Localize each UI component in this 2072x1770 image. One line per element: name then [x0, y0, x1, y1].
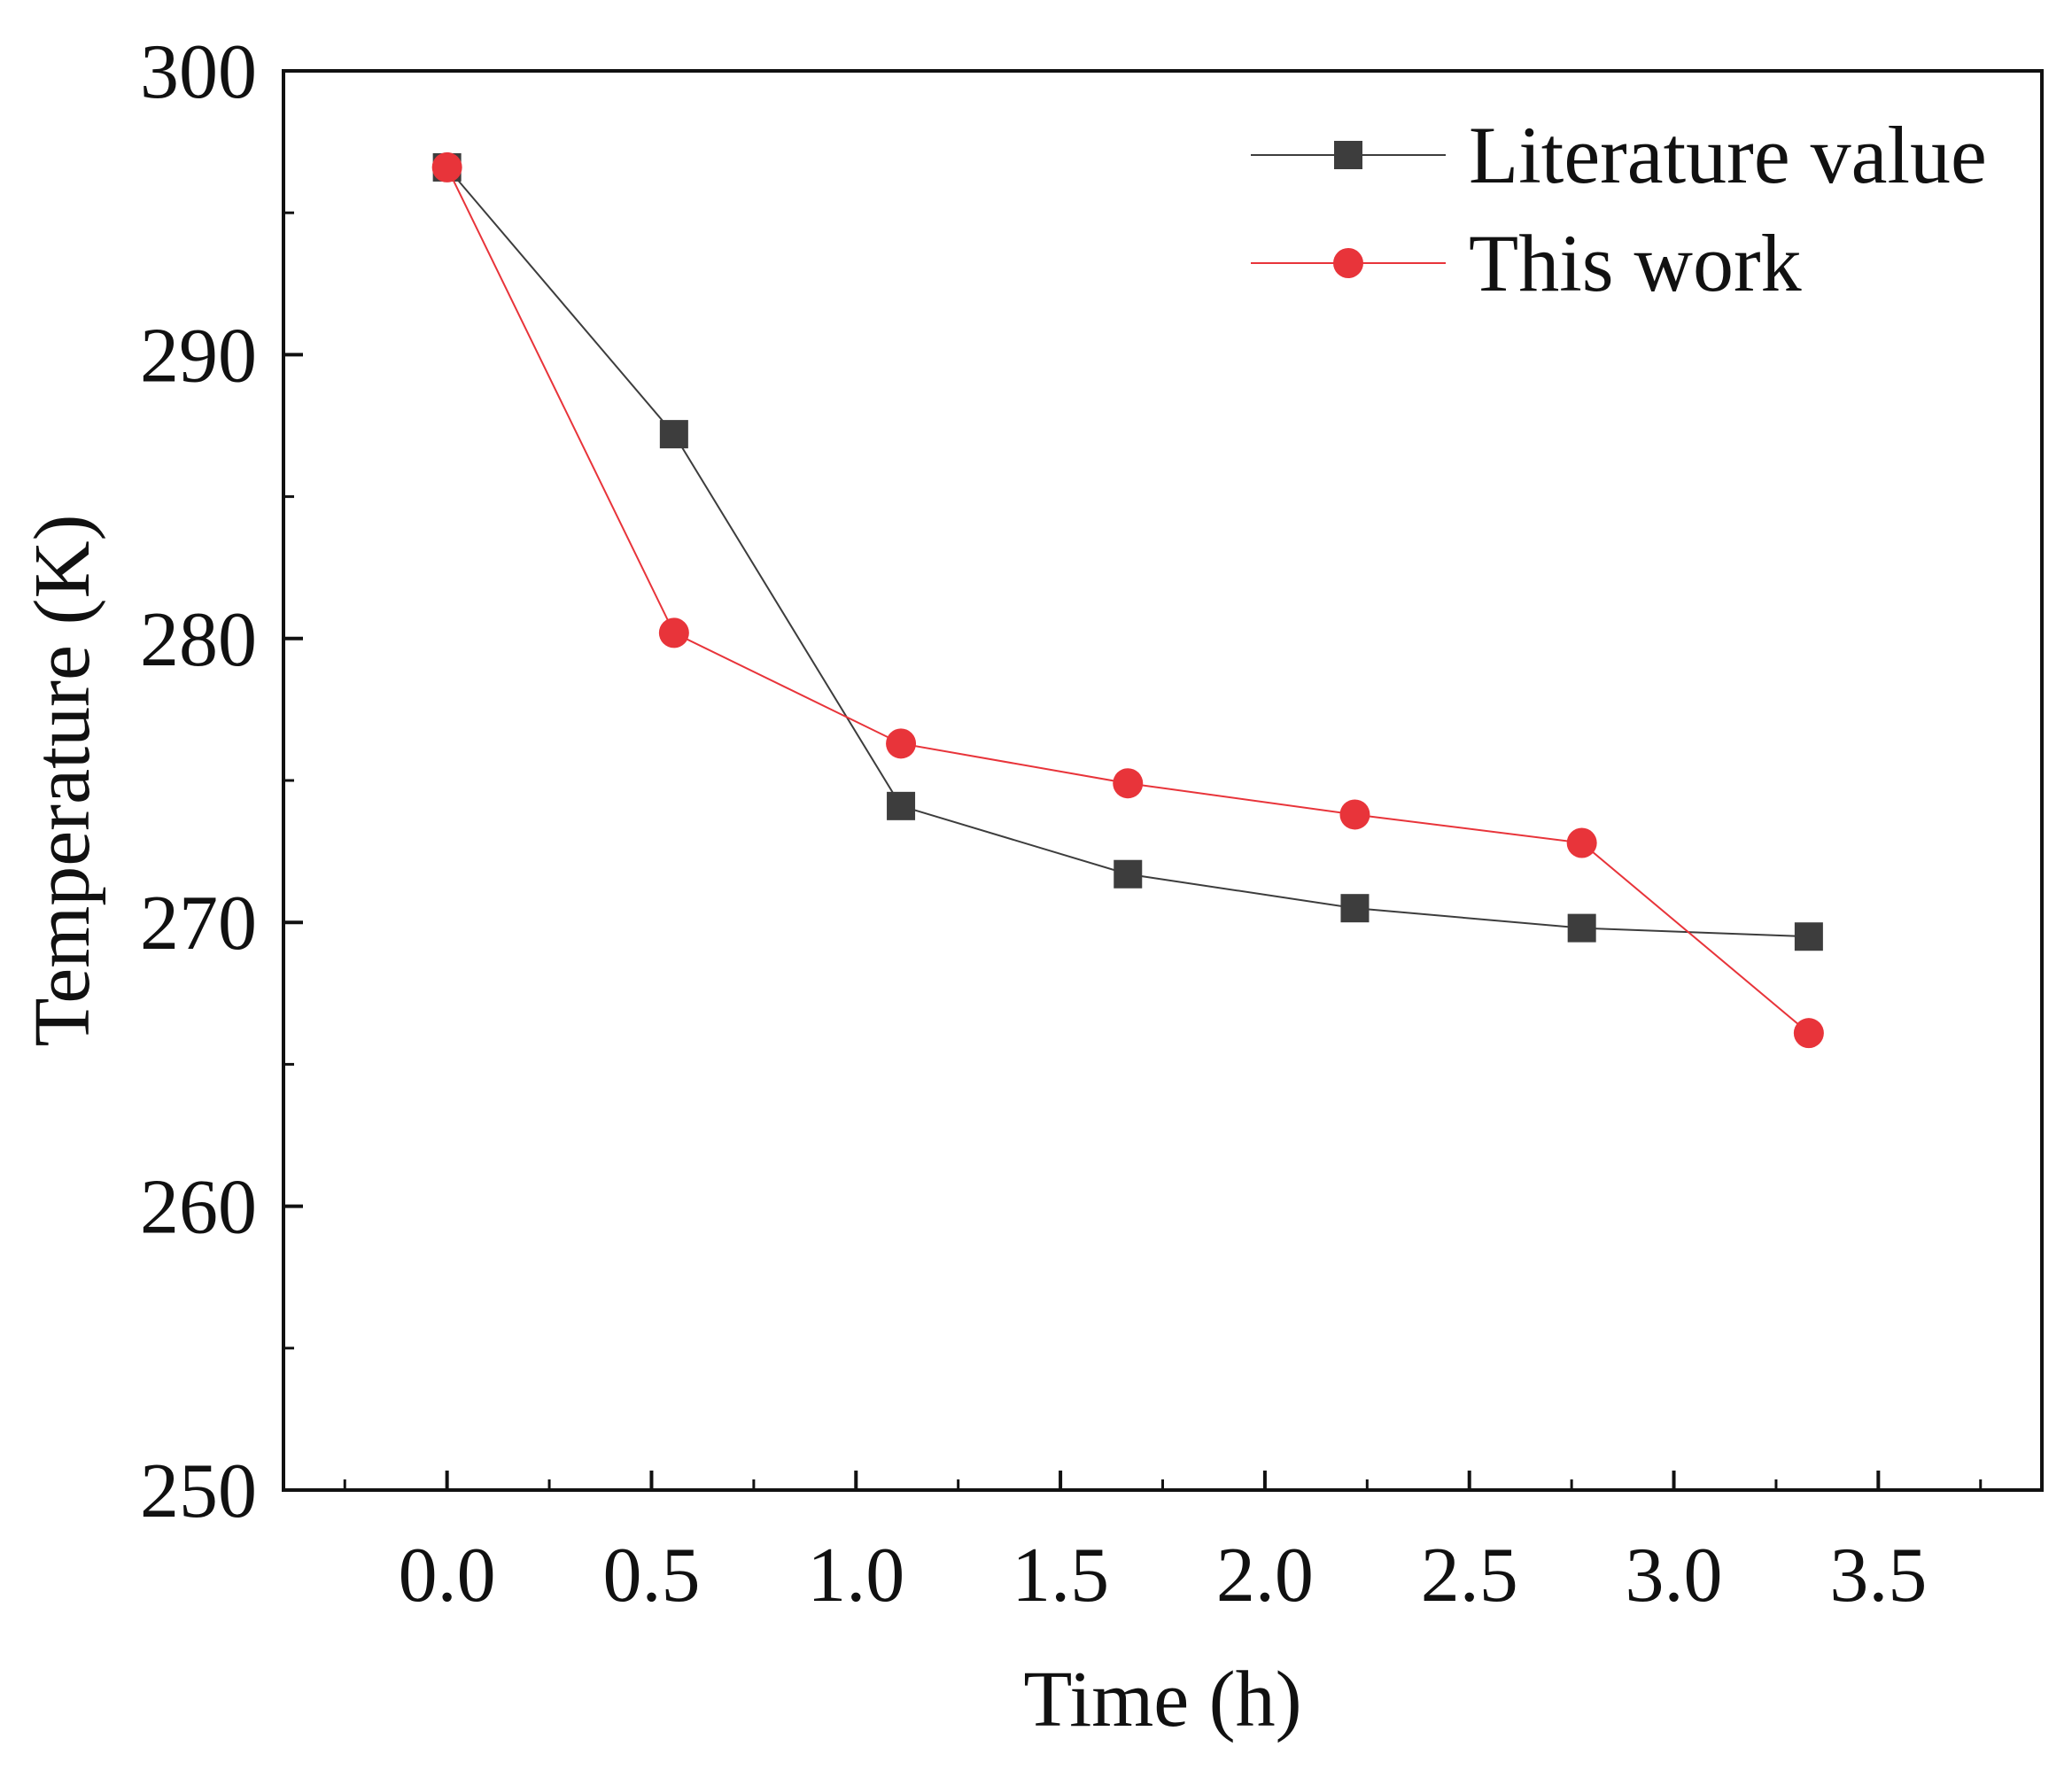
legend: Literature value This work	[1251, 110, 1987, 308]
x-tick-label: 2.5	[1421, 1533, 1518, 1619]
minor-ticks	[283, 211, 1983, 1490]
series-layer	[431, 151, 1824, 1049]
x-tick-label: 0.0	[399, 1533, 496, 1619]
x-tick-label: 0.5	[602, 1533, 700, 1619]
data-point-this-work	[1113, 768, 1144, 799]
tick-labels: 0.0 0.5 1.0 1.5 2.0 2.5 3.0 3.5 250 260 270 280 290 3…	[140, 29, 1927, 1619]
data-point-this-work	[1339, 799, 1370, 830]
data-point-this-work	[431, 151, 462, 182]
legend-item-this-work: This work	[1251, 218, 1802, 308]
x-tick-label: 2.0	[1216, 1533, 1314, 1619]
x-axis-label: Time (h)	[1023, 1656, 1301, 1743]
legend-item-literature: Literature value	[1251, 110, 1987, 200]
legend-marker-this-work	[1333, 248, 1363, 278]
data-point-literature	[659, 420, 688, 449]
legend-marker-literature	[1334, 141, 1362, 169]
x-tick-label: 3.0	[1626, 1533, 1723, 1619]
y-tick-label: 280	[140, 597, 257, 683]
data-point-literature	[1794, 922, 1823, 951]
data-point-literature	[1567, 913, 1596, 943]
y-tick-label: 300	[140, 29, 257, 115]
plot-frame	[282, 69, 2044, 1492]
y-tick-label: 250	[140, 1448, 257, 1534]
series-this-work	[431, 151, 1824, 1049]
y-tick-label: 270	[140, 881, 257, 967]
data-point-this-work	[658, 617, 689, 648]
x-tick-label: 3.5	[1829, 1533, 1927, 1619]
y-tick-label: 260	[140, 1165, 257, 1251]
legend-label-literature: Literature value	[1469, 110, 1987, 200]
data-point-this-work	[1793, 1018, 1824, 1049]
x-tick-label: 1.5	[1012, 1533, 1109, 1619]
data-point-literature	[1114, 859, 1143, 889]
x-tick-label: 1.0	[807, 1533, 904, 1619]
legend-label-this-work: This work	[1469, 218, 1802, 308]
data-point-literature	[887, 791, 916, 820]
y-axis-label: Temperature (K)	[19, 515, 106, 1047]
data-point-this-work	[886, 728, 917, 759]
data-point-this-work	[1566, 827, 1597, 858]
y-tick-label: 290	[140, 313, 257, 399]
data-point-literature	[1340, 894, 1370, 923]
